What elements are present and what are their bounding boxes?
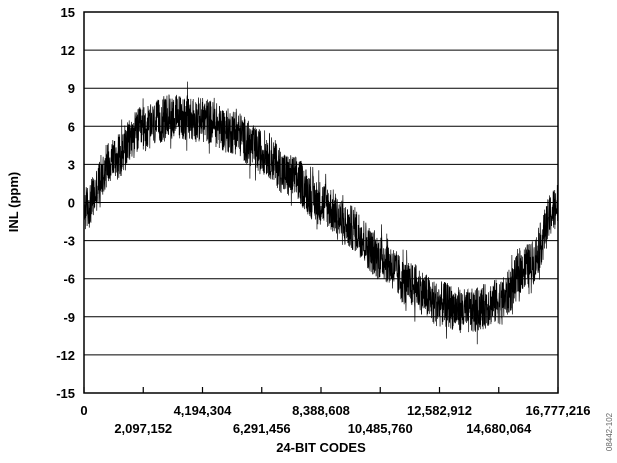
y-tick-label: -6 [63,272,75,287]
figure-id: 08442-102 [605,412,614,451]
y-ticks: 15 12 9 6 3 0 -3 -6 -9 -12 -15 [56,5,75,401]
y-tick-label: -15 [56,386,75,401]
y-tick-label: 15 [61,5,75,20]
y-tick-label: -9 [63,310,75,325]
x-tick-label: 6,291,456 [233,421,291,436]
x-ticks: 0 4,194,304 8,388,608 12,582,912 16,777,216 2… [80,387,591,436]
inl-trace [83,81,559,345]
x-tick-label: 16,777,216 [525,403,590,418]
inl-series [83,81,559,345]
y-tick-label: 3 [68,157,75,172]
x-tick-label: 14,680,064 [466,421,532,436]
y-tick-label: 9 [68,81,75,96]
x-tick-label: 0 [80,403,87,418]
x-tick-label: 12,582,912 [407,403,472,418]
x-tick-label: 4,194,304 [174,403,233,418]
y-tick-label: -3 [63,234,75,249]
y-tick-label: 0 [68,196,75,211]
y-tick-label: 12 [61,43,75,58]
x-tick-label: 10,485,760 [348,421,413,436]
y-axis-title: INL (ppm) [6,172,21,232]
y-tick-label: 6 [68,119,75,134]
x-tick-label: 8,388,608 [292,403,350,418]
y-tick-label: -12 [56,348,75,363]
x-tick-label: 2,097,152 [114,421,172,436]
x-axis-title: 24-BIT CODES [276,440,366,455]
